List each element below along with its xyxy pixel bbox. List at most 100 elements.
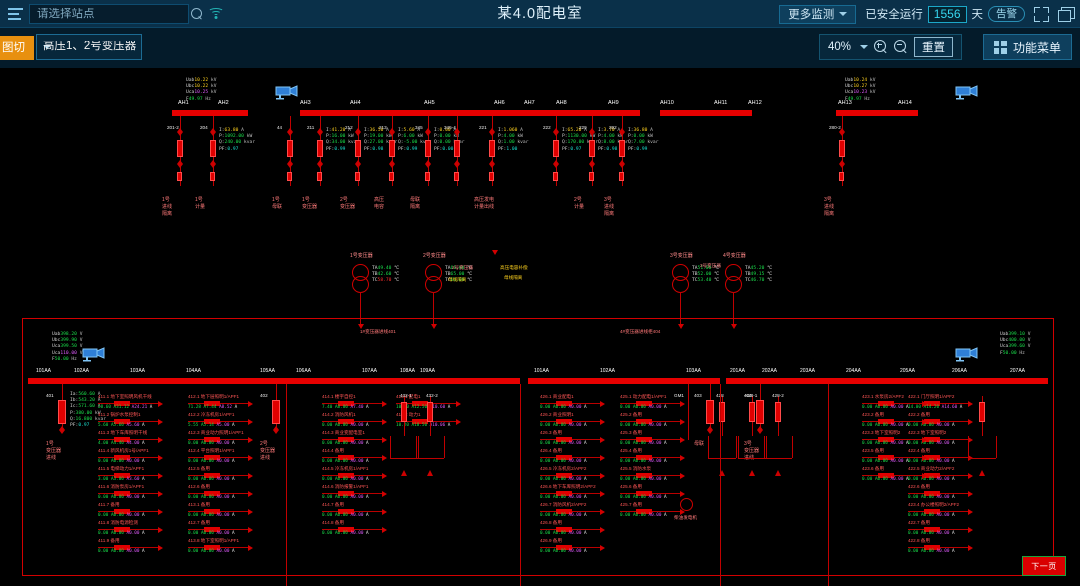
feeder-row[interactable]: 413.1 备用	[188, 502, 210, 507]
feeder-row[interactable]: 422.2 备用	[908, 412, 930, 417]
hv-breaker-211[interactable]	[317, 140, 323, 157]
more-monitor-dropdown[interactable]: 更多监测	[779, 4, 857, 24]
hv-bus-segment-1[interactable]	[172, 110, 248, 116]
feeder-row[interactable]: 411.3 地下车库照明干线	[98, 430, 148, 435]
feeder-row[interactable]: 422.1 门厅照明1/APF2	[908, 394, 955, 399]
feeder-row[interactable]: 422.6 备用	[908, 484, 930, 489]
feeder-row[interactable]: 411.4 新风机房1号/APF1	[98, 448, 149, 453]
feeder-breaker[interactable]	[636, 418, 652, 424]
transformer-winding-lv-4[interactable]	[725, 276, 742, 293]
hv-breaker-345[interactable]	[425, 140, 431, 157]
hv-isolator-345[interactable]	[425, 172, 430, 181]
feeder-breaker[interactable]	[924, 418, 940, 424]
bank-breaker-3[interactable]	[749, 402, 755, 422]
feeder-row[interactable]: 425.3 备用	[620, 430, 642, 435]
feeder-row[interactable]: 423.4 办公楼照明2/APF2	[908, 502, 960, 507]
feeder-breaker[interactable]	[556, 436, 572, 442]
feeder-breaker[interactable]	[878, 472, 894, 478]
feeder-breaker[interactable]	[338, 454, 354, 460]
hv-isolator-213[interactable]	[389, 172, 394, 181]
bank-breaker-0[interactable]	[401, 402, 407, 422]
feeder-breaker[interactable]	[924, 400, 940, 406]
search-input[interactable]	[37, 8, 191, 20]
hv-isolator-221[interactable]	[489, 172, 494, 181]
feeder-breaker[interactable]	[924, 526, 940, 532]
feeder-row[interactable]: 412.7 备用	[188, 520, 210, 525]
transformer-winding-lv-2[interactable]	[425, 276, 442, 293]
feeder-row[interactable]: 414.8 备用	[322, 520, 344, 525]
feeder-row[interactable]: 414.2 消防风机1	[322, 412, 356, 417]
feeder-breaker[interactable]	[556, 400, 572, 406]
feeder-row[interactable]: 425.7 备用	[620, 502, 642, 507]
feeder-breaker[interactable]	[636, 400, 652, 406]
feeder-breaker[interactable]	[204, 508, 220, 514]
feeder-breaker[interactable]	[924, 490, 940, 496]
feeder-row[interactable]: 422.5 商业动力2/APF2	[908, 466, 955, 471]
hv-isolator-44[interactable]	[287, 172, 292, 181]
feeder-row[interactable]: 414.5 冷冻机房1/APF1	[322, 466, 369, 471]
hv-isolator-212[interactable]	[355, 172, 360, 181]
feeder-row[interactable]: 422.4 备用	[908, 448, 930, 453]
feeder-breaker[interactable]	[204, 472, 220, 478]
feeder-row[interactable]: 412.4 平台照明1/APF1	[188, 448, 235, 453]
lv-bus-left[interactable]	[28, 378, 520, 384]
feeder-breaker[interactable]	[878, 454, 894, 460]
feeder-row[interactable]: 426.6 地下车库照明2/APF2	[540, 484, 596, 489]
feeder-breaker[interactable]	[556, 508, 572, 514]
feeder-row[interactable]: 423.6 备用	[862, 466, 884, 471]
feeder-breaker[interactable]	[636, 436, 652, 442]
transformer-winding-lv-3[interactable]	[672, 276, 689, 293]
feeder-breaker[interactable]	[924, 508, 940, 514]
window-icon[interactable]	[1058, 7, 1075, 22]
feeder-row[interactable]: 425.4 备用	[620, 448, 642, 453]
feeder-row[interactable]: 423.1 水泵房2/APF2	[862, 394, 904, 399]
wifi-icon[interactable]	[207, 7, 225, 21]
lv-bus-right[interactable]	[726, 378, 1048, 384]
feeder-row[interactable]: 423.5 备用	[862, 448, 884, 453]
hv-isolator-292[interactable]	[619, 172, 624, 181]
feeder-row[interactable]: 426.9 备用	[540, 538, 562, 543]
feeder-row[interactable]: 425.1 动力配电1/APF1	[620, 394, 667, 399]
zoom-in-icon[interactable]	[874, 40, 888, 54]
feeder-breaker[interactable]	[556, 544, 572, 550]
feeder-breaker[interactable]	[636, 508, 652, 514]
feeder-breaker[interactable]	[114, 544, 130, 550]
feeder-row[interactable]: 414.6 消防报警1/APF1	[322, 484, 369, 489]
feeder-row[interactable]: 413.8 地下室照明1/APF1	[188, 538, 240, 543]
feeder-breaker[interactable]	[924, 472, 940, 478]
feeder-breaker[interactable]	[204, 526, 220, 532]
hv-breaker-213[interactable]	[389, 140, 395, 157]
feeder-row[interactable]: 426.5 冷冻机房2/APF2	[540, 466, 587, 471]
feeder-row[interactable]: 411.5 电梯动力1/APF1	[98, 466, 145, 471]
feeder-breaker[interactable]	[636, 490, 652, 496]
feeder-row[interactable]: 426.7 消防风机2/APF2	[540, 502, 587, 507]
feeder-breaker[interactable]	[114, 472, 130, 478]
hv-isolator-229[interactable]	[589, 172, 594, 181]
feeder-breaker[interactable]	[338, 508, 354, 514]
hv-breaker-44[interactable]	[287, 140, 293, 157]
hv-isolator-201-2[interactable]	[177, 172, 182, 181]
feeder-breaker[interactable]	[878, 400, 894, 406]
hv-isolator-211[interactable]	[317, 172, 322, 181]
hv-isolator-222[interactable]	[553, 172, 558, 181]
feeder-row[interactable]: 416.2 动力1	[396, 412, 421, 417]
lv-main-breaker-403[interactable]	[706, 400, 714, 424]
fullscreen-icon[interactable]	[1034, 6, 1049, 22]
diagram-switch-tab[interactable]: 图切换	[0, 36, 34, 60]
hv-breaker-222[interactable]	[553, 140, 559, 157]
feeder-breaker[interactable]	[204, 544, 220, 550]
feeder-breaker[interactable]	[114, 400, 130, 406]
feeder-row[interactable]: 412.1 地下层照明1/APF1	[188, 394, 240, 399]
feeder-row[interactable]: 412.2 冷冻机房1/APF1	[188, 412, 235, 417]
feeder-row[interactable]: 426.8 备用	[540, 520, 562, 525]
feeder-row[interactable]: 425.6 备用	[620, 484, 642, 489]
hv-isolator-204[interactable]	[210, 172, 215, 181]
feeder-breaker[interactable]	[204, 454, 220, 460]
hv-isolator-345-4[interactable]	[454, 172, 459, 181]
function-menu-button[interactable]: 功能菜单	[982, 34, 1072, 60]
feeder-breaker[interactable]	[338, 526, 354, 532]
bank-breaker-1[interactable]	[427, 402, 433, 422]
hv-isolator-280-2[interactable]	[839, 172, 844, 181]
bank-breaker-5[interactable]	[979, 402, 985, 422]
feeder-row[interactable]: 411.6 消防泵房1/APF1	[98, 484, 145, 489]
